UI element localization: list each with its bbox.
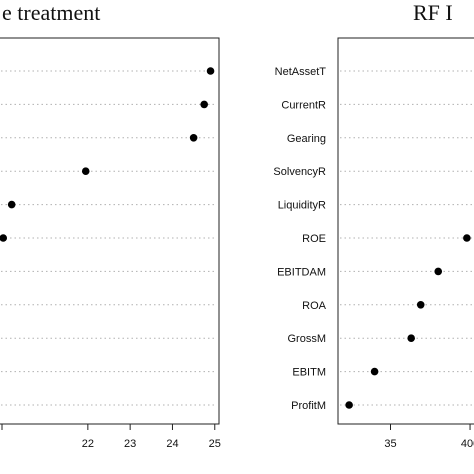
right-y-tick-label: GrossM	[288, 333, 327, 345]
right-x-tick-label: 35	[384, 438, 396, 450]
left-points	[0, 67, 215, 242]
left-x-axis: 22 23 24 25	[1, 424, 221, 450]
left-grid	[1, 70, 217, 406]
right-panel: RF I NetAssetT CurrentR Gearing SolvencyR Li…	[273, 0, 474, 450]
right-y-tick-label: SolvencyR	[273, 166, 326, 178]
right-y-tick-label: ProfitM	[291, 400, 326, 412]
right-y-tick-label: ROE	[302, 233, 326, 245]
right-y-tick-label: ROA	[302, 300, 327, 312]
right-data-point	[370, 367, 379, 376]
right-data-point	[463, 234, 471, 242]
right-y-tick-label: LiquidityR	[278, 200, 326, 212]
left-panel: e treatment 22 23 24 25	[0, 0, 221, 450]
right-chart-title: RF I	[413, 0, 453, 25]
right-data-point	[407, 334, 415, 343]
right-data-point	[416, 301, 425, 309]
left-x-tick-label: 24	[166, 438, 178, 450]
right-y-tick-label: EBITDAM	[277, 266, 326, 278]
left-x-tick-label: 23	[124, 438, 136, 450]
left-data-point	[0, 234, 8, 242]
left-data-point	[206, 67, 215, 75]
left-data-point	[7, 200, 16, 209]
left-chart-title: e treatment	[2, 0, 100, 25]
right-y-tick-label: NetAssetT	[275, 66, 327, 78]
right-y-tick-label: Gearing	[287, 133, 326, 145]
right-y-tick-label: EBITM	[292, 367, 326, 379]
left-x-tick-label: 25	[209, 438, 221, 450]
right-x-axis: 35 400	[384, 424, 474, 450]
right-y-tick-label: CurrentR	[281, 99, 326, 111]
right-plot-frame	[337, 37, 474, 425]
right-y-axis: NetAssetT CurrentR Gearing SolvencyR Liquidi…	[273, 66, 326, 412]
right-points	[345, 234, 471, 409]
right-x-tick-label: 400	[461, 438, 474, 450]
left-x-tick-label: 22	[82, 438, 94, 450]
left-data-point	[189, 134, 198, 142]
right-grid	[340, 70, 474, 406]
right-data-point	[345, 401, 353, 409]
left-data-point	[200, 100, 208, 109]
right-data-point	[434, 267, 443, 276]
left-plot-frame	[0, 37, 220, 425]
left-data-point	[81, 167, 90, 175]
